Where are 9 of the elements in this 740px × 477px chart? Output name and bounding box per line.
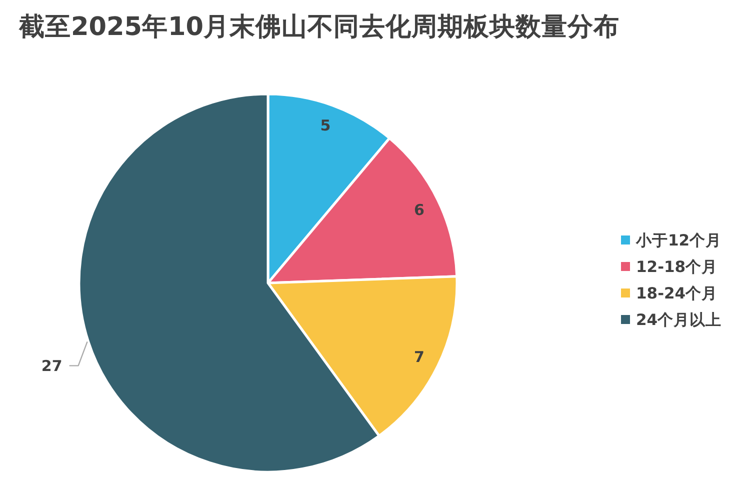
- legend-label: 18-24个月: [636, 284, 718, 302]
- chart-title: 截至2025年10月末佛山不同去化周期板块数量分布: [18, 12, 620, 42]
- data-label: 6: [414, 200, 424, 219]
- legend-label: 小于12个月: [635, 232, 722, 250]
- data-label: 5: [320, 116, 331, 134]
- data-label: 7: [414, 348, 424, 366]
- legend-label: 24个月以上: [636, 311, 722, 329]
- data-label: 27: [41, 357, 62, 376]
- legend-label: 12-18个月: [636, 258, 718, 276]
